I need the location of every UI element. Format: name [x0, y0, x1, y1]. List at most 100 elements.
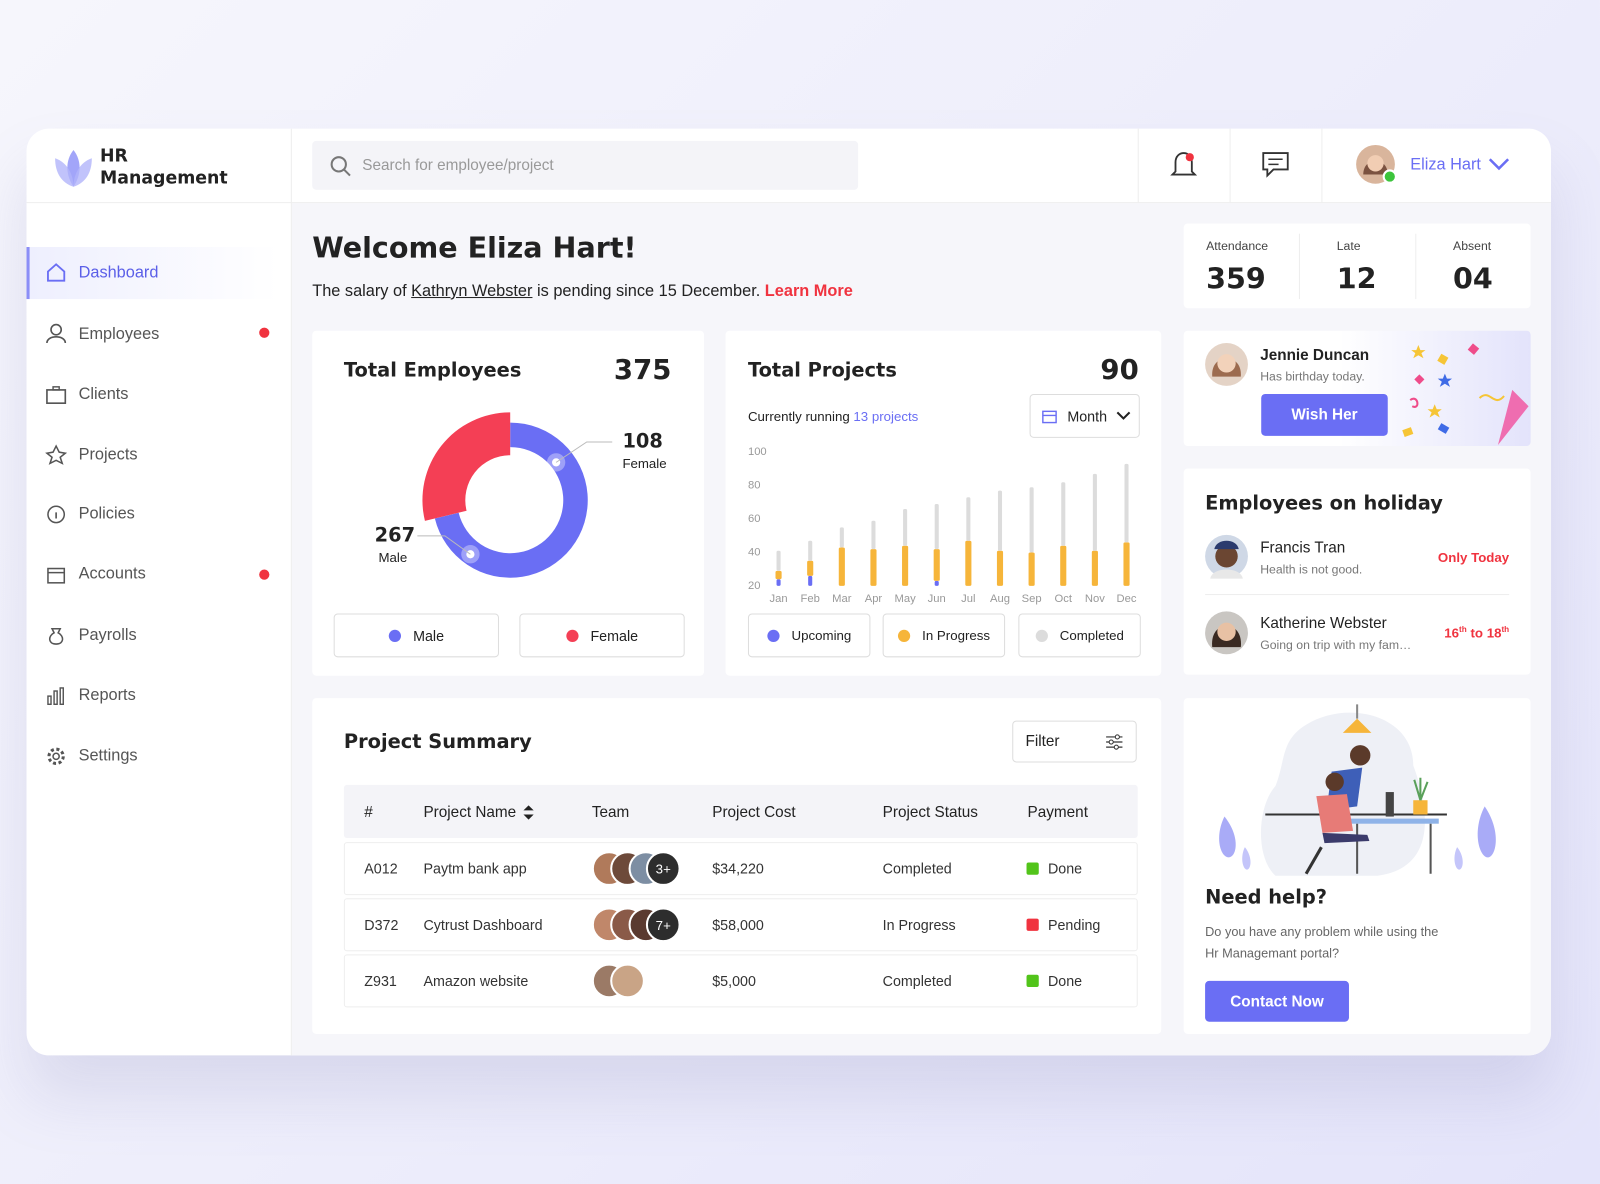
dropdown-icon [1116, 411, 1131, 420]
column-header: Project Cost [712, 803, 796, 822]
legend-swatch [388, 629, 401, 642]
stat-label: Attendance [1206, 238, 1269, 254]
column-header[interactable]: Project Name [423, 803, 517, 822]
legend-item[interactable]: Completed [1018, 613, 1141, 658]
cell: $5,000 [712, 972, 756, 990]
nav-icon [46, 323, 67, 344]
nav-icon [47, 747, 65, 766]
table-row[interactable] [343, 954, 1138, 1008]
legend-label: Upcoming [791, 627, 852, 644]
legend-swatch [1035, 629, 1048, 642]
period-select[interactable]: Month [1029, 393, 1140, 438]
filter-icon [1106, 733, 1123, 750]
card-title: Total Projects [747, 359, 897, 382]
legend-item[interactable]: In Progress [882, 613, 1006, 658]
holiday-when: Only Today [1437, 549, 1510, 565]
column-header: # [364, 803, 373, 822]
user-name[interactable]: Eliza Hart [1410, 156, 1481, 174]
card-title: Need help? [1205, 885, 1327, 909]
help-text: Do you have any problem while using the [1205, 924, 1439, 940]
column-header: Project Status [882, 803, 978, 822]
cell: Pending [1047, 916, 1101, 933]
period-label: Month [1067, 407, 1108, 425]
status-square [1026, 862, 1039, 875]
card-total: 90 [1100, 354, 1139, 387]
filter-label: Filter [1025, 732, 1060, 751]
nav-item[interactable]: Settings [78, 747, 138, 765]
legend-label: Completed [1059, 627, 1124, 644]
holiday-when: 16th to 18th [1444, 625, 1509, 641]
employee-link[interactable]: Kathryn Webster [411, 282, 533, 301]
team-more: 7+ [645, 907, 681, 943]
cell: Completed [882, 972, 952, 990]
nav-active-bg [26, 247, 279, 300]
card-title: Total Employees [343, 359, 522, 382]
learn-more-link[interactable]: Learn More [764, 282, 853, 301]
avatar [1205, 342, 1248, 386]
cell: Z931 [364, 972, 397, 990]
notification-icon[interactable] [1169, 149, 1198, 180]
nav-icon [47, 505, 66, 524]
nav-item[interactable]: Policies [78, 505, 135, 523]
text: to [1470, 625, 1483, 641]
search-placeholder: Search for employee/project [362, 156, 554, 175]
filter-button[interactable]: Filter [1012, 720, 1137, 763]
search-box[interactable] [312, 140, 859, 190]
calendar-icon [1042, 410, 1057, 423]
employee-note: Health is not good. [1260, 562, 1363, 577]
avatar [1205, 534, 1248, 579]
cell: Done [1047, 860, 1083, 877]
cell: Paytm bank app [423, 860, 527, 877]
nav-item[interactable]: Employees [78, 325, 160, 343]
brand-line: Management [99, 168, 228, 189]
card-title: Employees on holiday [1205, 491, 1443, 515]
nav-item[interactable]: Clients [78, 385, 129, 404]
search-icon [330, 156, 351, 177]
contact-button[interactable]: Contact Now [1205, 980, 1349, 1022]
legend-item[interactable]: Upcoming [747, 613, 871, 658]
card-total: 375 [613, 354, 672, 387]
nav-item[interactable]: Accounts [78, 565, 146, 583]
nav-icon [48, 627, 64, 645]
legend-item[interactable]: Female [519, 613, 685, 658]
nav-icon [45, 444, 68, 465]
nav-item[interactable]: Projects [78, 446, 138, 464]
birthday-text: Has birthday today. [1260, 369, 1365, 384]
column-header: Team [591, 803, 630, 822]
stats-card [1183, 223, 1531, 309]
sort-icon[interactable] [522, 804, 534, 820]
wish-button[interactable]: Wish Her [1261, 393, 1388, 436]
table-row[interactable] [343, 842, 1138, 896]
notification-dot [259, 327, 270, 338]
cell: Done [1047, 972, 1083, 990]
projects-link[interactable]: 13 projects [853, 408, 919, 425]
stat-value: 359 [1206, 261, 1266, 296]
nav-item[interactable]: Reports [78, 686, 136, 705]
confetti [1402, 343, 1529, 446]
user-avatar[interactable] [1355, 144, 1398, 187]
date: 16 [1444, 625, 1460, 641]
nav-item[interactable]: Payrolls [78, 626, 137, 645]
table-row[interactable] [343, 898, 1138, 952]
table-header [343, 784, 1138, 838]
cell: Amazon website [423, 972, 529, 990]
divider [1415, 233, 1417, 300]
dropdown-icon[interactable] [1488, 156, 1510, 172]
cell: Cytrust Dashboard [423, 916, 543, 933]
column-header: Payment [1027, 803, 1088, 822]
help-text: Hr Managemant portal? [1205, 946, 1340, 961]
message-icon[interactable] [1261, 151, 1292, 180]
nav-item[interactable]: Dashboard [78, 264, 159, 282]
status-square [1026, 974, 1039, 988]
date: 18 [1486, 625, 1502, 641]
sidebar-divider [290, 128, 292, 1056]
legend-item[interactable]: Male [333, 613, 499, 658]
date-suffix: th [1501, 625, 1510, 635]
stat-label: Late [1336, 238, 1361, 254]
nav-icon [46, 386, 67, 404]
legend-swatch [565, 629, 579, 642]
legend-label: Male [413, 627, 445, 644]
